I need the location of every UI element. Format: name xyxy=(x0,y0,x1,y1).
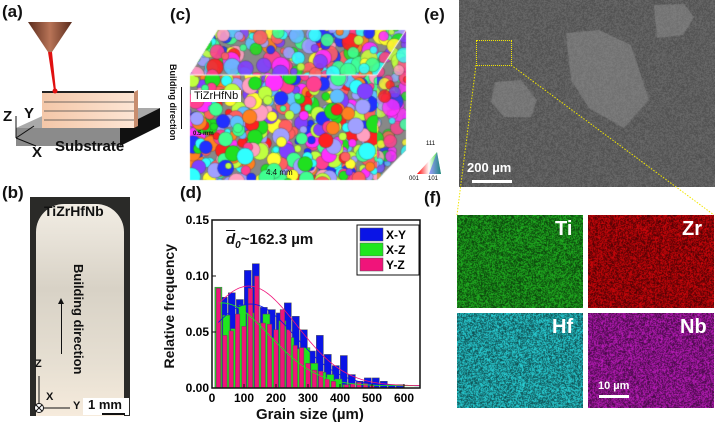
eds-map-ti xyxy=(457,215,583,308)
bar-y-z xyxy=(318,370,324,389)
substrate-label: Substrate xyxy=(55,138,125,155)
melt-pool xyxy=(52,88,58,94)
axis-z-label: Z xyxy=(3,108,13,125)
y-tick-label: 0.10 xyxy=(186,269,210,283)
legend-label-x-y: X-Y xyxy=(386,228,406,242)
sample-photo xyxy=(30,197,130,416)
eds-map-nb xyxy=(588,313,714,408)
x-tick-label: 400 xyxy=(330,391,350,405)
legend-swatch-x-z xyxy=(359,242,384,257)
x-axis-label: Grain size (µm) xyxy=(256,406,364,423)
x-tick-label: 500 xyxy=(362,391,382,405)
x-tick-label: 200 xyxy=(266,391,286,405)
x-tick-label: 0 xyxy=(209,391,216,405)
bar-y-z xyxy=(222,335,228,389)
axis-triad-icon xyxy=(15,116,37,147)
substrate-front xyxy=(16,128,120,146)
bar-y-z xyxy=(273,329,279,389)
x-tick-label: 100 xyxy=(234,391,254,405)
x-tick-label: 300 xyxy=(298,391,318,405)
printing-schematic xyxy=(15,22,160,147)
eds-ti-label: Ti xyxy=(555,218,573,240)
x-tick-label: 600 xyxy=(394,391,414,405)
ipf-101-label: 101 xyxy=(428,176,439,182)
bar-y-z xyxy=(247,288,253,389)
zoom-region-box xyxy=(476,40,512,66)
fit-curve-y-z xyxy=(218,285,421,386)
eds-zr-label: Zr xyxy=(682,218,702,240)
legend-swatch-x-y xyxy=(359,227,384,242)
arrow-head-icon xyxy=(58,298,64,304)
photo-scale-label: 1 mm xyxy=(88,397,122,412)
panel-a-label: (a) xyxy=(2,2,23,21)
legend-label-y-z: Y-Z xyxy=(386,258,405,272)
ebsd-scale-bar: 0.5 mm xyxy=(193,131,214,137)
ipf-legend-triangle xyxy=(417,152,441,174)
photo-axis-x: X xyxy=(46,391,54,403)
bar-y-z xyxy=(241,326,247,389)
mean-symbol: d xyxy=(226,231,236,248)
eds-map-zr xyxy=(588,215,714,308)
photo-axis-z: Z xyxy=(35,358,42,370)
eds-scale-bar xyxy=(599,395,629,398)
fit-curve-x-z xyxy=(218,302,421,387)
building-direction-arrow xyxy=(181,87,182,129)
ipf-001-label: 001 xyxy=(409,176,420,182)
eds-hf-label: Hf xyxy=(552,316,574,338)
panel-d-label: (d) xyxy=(180,183,202,202)
y-tick-label: 0.15 xyxy=(186,213,210,227)
bar-y-z xyxy=(235,313,241,389)
mean-subscript: 0 xyxy=(235,240,241,251)
deposited-wall xyxy=(42,90,138,128)
y-tick-label: 0.05 xyxy=(186,325,210,339)
panel-c-label: (c) xyxy=(170,5,191,24)
photo-axis-y: Y xyxy=(73,400,81,412)
sample-alloy-label: TiZrHfNb xyxy=(44,203,104,219)
ebsd-alloy-label: TiZrHfNb xyxy=(191,90,242,102)
legend-label-x-z: X-Z xyxy=(386,243,405,257)
y-tick-label: 0.00 xyxy=(186,381,210,395)
bar-y-z xyxy=(299,347,305,389)
laser-beam xyxy=(48,51,56,92)
photo-scale-bar xyxy=(102,413,125,415)
axis-triad-icon xyxy=(34,376,70,413)
legend-swatch-y-z xyxy=(359,257,384,272)
eds-scale-label: 10 µm xyxy=(598,380,630,392)
bar-y-z xyxy=(286,329,292,389)
axis-x-label: X xyxy=(32,144,43,161)
substrate-side xyxy=(120,108,160,146)
panel-f-label: (f) xyxy=(424,188,441,207)
mean-grain-size-annotation: d0~162.3 µm xyxy=(226,231,313,251)
bar-y-z xyxy=(324,378,330,389)
sem-micrograph xyxy=(459,0,715,187)
mean-value: ~162.3 µm xyxy=(240,231,314,248)
panel-e-label: (e) xyxy=(424,5,445,24)
plot-frame xyxy=(211,219,421,389)
fit-curve-x-y xyxy=(218,303,421,387)
bar-y-z xyxy=(331,381,337,389)
nozzle xyxy=(28,22,72,52)
ipf-111-label: 111 xyxy=(426,141,436,147)
ebsd-length-label: 4.4 mm xyxy=(266,168,293,177)
panel-b-label: (b) xyxy=(2,183,24,202)
building-direction-text: Building direction xyxy=(71,264,86,375)
ebsd-orientation-map xyxy=(188,28,408,188)
axis-y-label: Y xyxy=(24,105,35,122)
bar-y-z xyxy=(260,322,266,389)
building-direction-arrow xyxy=(61,302,62,354)
bar-y-z xyxy=(356,382,362,389)
sem-scale-bar xyxy=(472,180,512,183)
eds-nb-label: Nb xyxy=(680,316,707,338)
bar-y-z xyxy=(292,345,298,389)
eds-map-hf xyxy=(457,313,583,408)
building-direction-label: Building direction xyxy=(168,64,178,141)
bar-y-z xyxy=(254,275,260,389)
sem-scale-label: 200 µm xyxy=(467,160,512,175)
bar-y-z xyxy=(228,330,234,389)
y-axis-label: Relative frequency xyxy=(161,244,177,369)
